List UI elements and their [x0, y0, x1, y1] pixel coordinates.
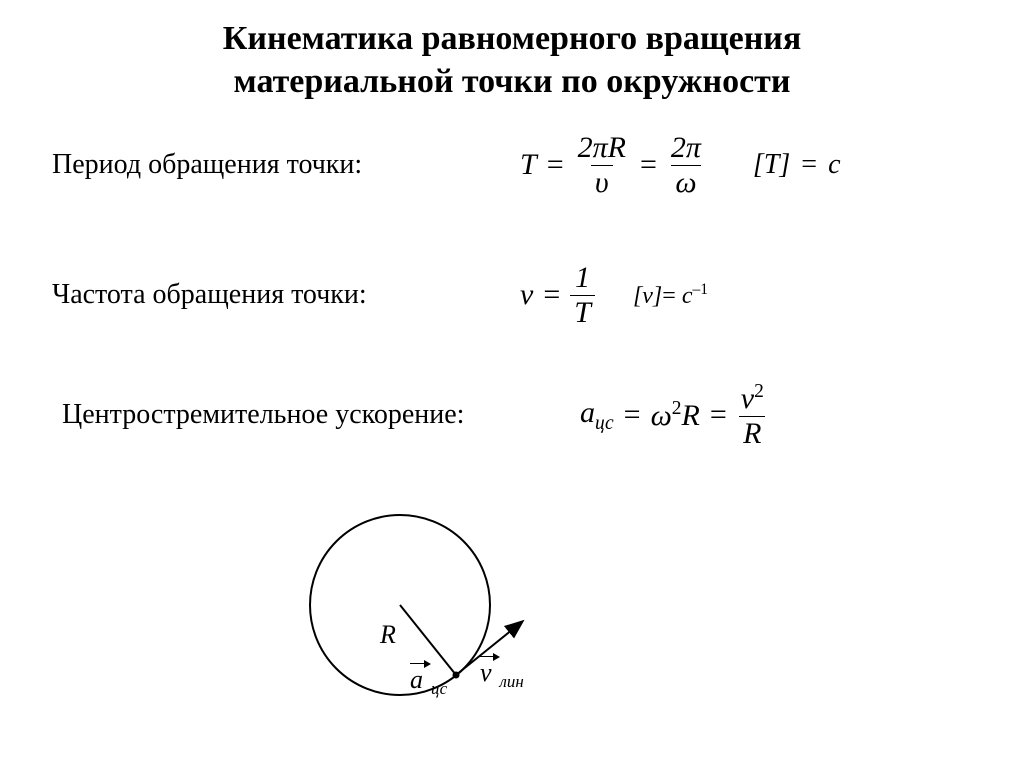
- period-label: Период обращения точки:: [52, 149, 362, 181]
- period-formula: T = 2πR υ = 2π ω [T] = с: [520, 133, 841, 198]
- accel-formula: aцс = ω2R = v2 R: [580, 382, 768, 449]
- point-marker: [453, 672, 460, 679]
- accel-term1-factor: ω: [651, 399, 672, 432]
- equals-2: =: [636, 148, 661, 182]
- title-line-2: материальной точки по окружности: [234, 63, 791, 100]
- period-unit-eq: =: [797, 149, 821, 180]
- period-frac-2: 2π ω: [667, 133, 705, 198]
- accel-term1: ω2R: [651, 398, 700, 433]
- period-frac2-den: ω: [671, 165, 700, 198]
- frequency-lhs: ν: [520, 278, 533, 312]
- frequency-unit-rhs: с: [682, 283, 693, 309]
- accel-vec-arrow: a: [410, 665, 431, 694]
- frequency-frac: 1 T: [570, 263, 595, 328]
- accel-vector-label: aцс: [410, 665, 447, 699]
- accel-frac-den: R: [739, 416, 765, 449]
- velocity-vec-base: v: [480, 658, 492, 687]
- accel-eq1: =: [620, 398, 645, 432]
- frequency-frac-num: 1: [571, 263, 594, 295]
- velocity-vec-arrow: v: [480, 658, 500, 687]
- diagram-svg: [280, 510, 600, 740]
- period-unit-lhs: [T]: [753, 149, 790, 180]
- accel-vec-sub: цс: [431, 679, 447, 698]
- accel-eq2: =: [706, 398, 731, 432]
- accel-term1-exp: 2: [672, 398, 682, 419]
- period-frac2-num: 2π: [667, 133, 705, 165]
- accel-equation: aцс = ω2R = v2 R: [580, 382, 768, 449]
- accel-frac-num-exp: 2: [754, 381, 764, 402]
- velocity-vec-sub: лин: [500, 672, 524, 691]
- accel-label: Центростремительное ускорение:: [62, 399, 464, 431]
- radius-label-text: R: [380, 620, 396, 649]
- accel-frac: v2 R: [737, 382, 768, 449]
- period-equation: T = 2πR υ = 2π ω: [520, 133, 705, 198]
- circle-diagram: R aцс vлин: [280, 510, 600, 740]
- period-lhs: T: [520, 148, 537, 182]
- slide-title: Кинематика равномерного вращения материа…: [0, 0, 1024, 103]
- accel-lhs-sub: цс: [595, 413, 614, 434]
- velocity-vector-label: vлин: [480, 658, 524, 692]
- radius-label: R: [380, 620, 396, 650]
- accel-frac-num: v2: [737, 382, 768, 416]
- accel-term1-tail: R: [682, 399, 700, 432]
- frequency-unit-lhs: [ν]: [633, 283, 662, 309]
- accel-lhs-base: a: [580, 396, 595, 429]
- period-unit-rhs: с: [828, 149, 840, 180]
- title-line-1: Кинематика равномерного вращения: [223, 20, 802, 57]
- period-frac-1: 2πR υ: [574, 133, 630, 198]
- frequency-frac-den: T: [570, 295, 595, 328]
- frequency-label: Частота обращения точки:: [52, 279, 367, 311]
- accel-frac-num-base: v: [741, 382, 754, 415]
- accel-vec-base: a: [410, 665, 423, 694]
- period-frac1-num: 2πR: [574, 133, 630, 165]
- frequency-unit: [ν]= с–1: [633, 281, 708, 310]
- frequency-equation: ν = 1 T: [520, 263, 595, 328]
- equals-1: =: [543, 148, 568, 182]
- period-frac1-den: υ: [591, 165, 613, 198]
- freq-unit-eq: =: [662, 283, 676, 309]
- frequency-formula: ν = 1 T [ν]= с–1: [520, 263, 708, 328]
- freq-equals: =: [539, 278, 564, 312]
- period-unit: [T] = с: [753, 149, 841, 181]
- frequency-unit-exp: –1: [692, 281, 708, 298]
- accel-lhs: aцс: [580, 396, 614, 435]
